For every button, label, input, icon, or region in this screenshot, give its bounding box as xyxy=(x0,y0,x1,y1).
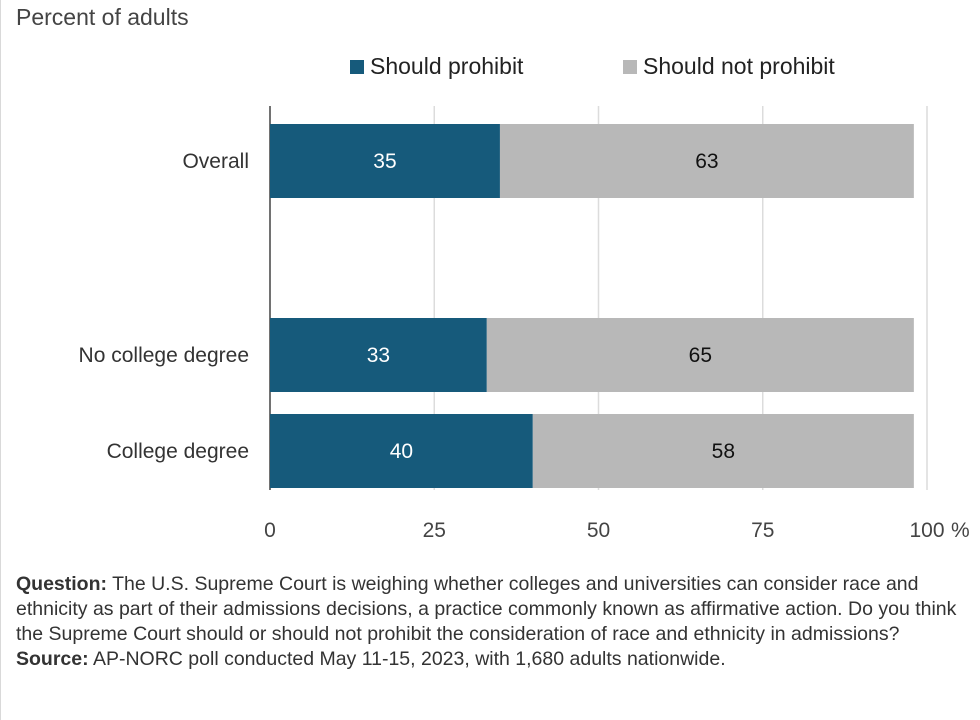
bar-should-prohibit xyxy=(270,318,487,392)
x-tick-label: 25 xyxy=(423,519,446,542)
data-label: 58 xyxy=(712,440,735,463)
chart-notes: Question: The U.S. Supreme Court is weig… xyxy=(16,572,966,672)
bar-should-prohibit xyxy=(270,414,533,488)
stacked-bar-chart: 0 25 50 75 100 % Overall 35 63 No college degree 3… xyxy=(79,106,970,542)
source-note: Source: AP-NORC poll conducted May 11-15… xyxy=(16,647,966,672)
legend-swatch-should-not-prohibit xyxy=(623,59,637,74)
bar-should-not-prohibit xyxy=(499,124,914,198)
bar-should-not-prohibit xyxy=(486,318,914,392)
data-label: 33 xyxy=(367,344,390,367)
x-axis-unit: % xyxy=(951,519,970,542)
data-label: 63 xyxy=(695,150,718,173)
x-tick-label: 0 xyxy=(264,519,276,542)
category-label: Overall xyxy=(182,150,249,173)
bar-should-not-prohibit xyxy=(532,414,914,488)
question-text: The U.S. Supreme Court is weighing wheth… xyxy=(16,573,957,645)
left-border xyxy=(0,0,1,720)
x-tick-label: 50 xyxy=(587,519,610,542)
question-note: Question: The U.S. Supreme Court is weig… xyxy=(16,572,966,647)
category-label: College degree xyxy=(107,440,249,463)
chart-subtitle: Percent of adults xyxy=(16,4,189,30)
legend-label-should-prohibit: Should prohibit xyxy=(370,53,524,79)
source-text: AP-NORC poll conducted May 11-15, 2023, … xyxy=(92,648,726,670)
data-label: 40 xyxy=(390,440,413,463)
legend-swatch-should-prohibit xyxy=(350,59,364,74)
data-label: 35 xyxy=(373,150,396,173)
source-label: Source: xyxy=(16,648,89,670)
category-label: No college degree xyxy=(79,344,249,367)
legend-item-should-prohibit: Should prohibit xyxy=(350,53,523,80)
x-tick-label: 75 xyxy=(751,519,774,542)
legend-label-should-not-prohibit: Should not prohibit xyxy=(643,53,835,79)
question-label: Question: xyxy=(16,573,107,595)
bar-should-prohibit xyxy=(270,124,500,198)
data-label: 65 xyxy=(689,344,712,367)
x-tick-label: 100 xyxy=(909,519,944,542)
legend-item-should-not-prohibit: Should not prohibit xyxy=(623,53,835,80)
